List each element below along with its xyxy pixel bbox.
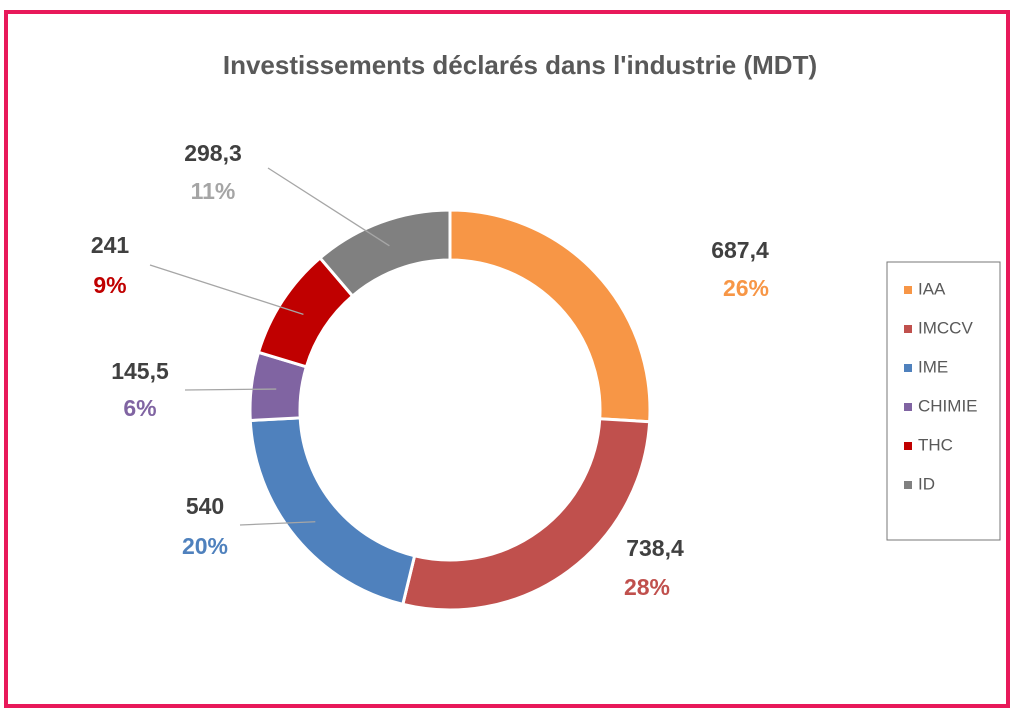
- value-label: 687,4: [711, 237, 769, 263]
- percent-label: 9%: [93, 272, 126, 298]
- legend-label: IMCCV: [918, 318, 973, 337]
- legend-box: [886, 261, 1001, 541]
- chart-title: Investissements déclarés dans l'industri…: [223, 50, 817, 80]
- percent-label: 6%: [123, 395, 156, 421]
- percent-label: 26%: [723, 275, 769, 301]
- donut-slice: [317, 208, 452, 299]
- leader-line: [267, 167, 390, 247]
- legend-swatch: [904, 403, 912, 411]
- legend-swatch: [904, 325, 912, 333]
- legend-label: CHIMIE: [918, 396, 978, 415]
- value-label: 145,5: [111, 358, 169, 384]
- percent-label: 20%: [182, 533, 228, 559]
- percent-label: 11%: [191, 178, 236, 204]
- value-label: 738,4: [626, 535, 684, 561]
- legend-swatch: [904, 286, 912, 294]
- value-label: 241: [91, 232, 130, 258]
- leader-line: [239, 521, 316, 526]
- legend-label: IAA: [918, 279, 946, 298]
- legend-swatch: [904, 364, 912, 372]
- legend-label: ID: [918, 474, 935, 493]
- legend-label: IME: [918, 357, 948, 376]
- value-label: 540: [186, 493, 224, 519]
- legend-swatch: [904, 442, 912, 450]
- legend-label: THC: [918, 435, 953, 454]
- leader-line: [184, 388, 277, 391]
- value-label: 298,3: [184, 140, 242, 166]
- legend-swatch: [904, 481, 912, 489]
- percent-label: 28%: [624, 574, 670, 600]
- leader-line: [149, 264, 304, 316]
